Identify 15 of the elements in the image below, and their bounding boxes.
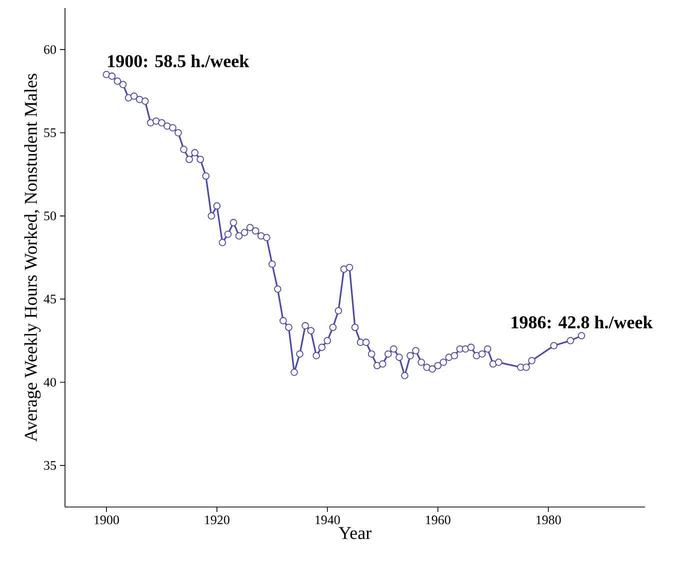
y-tick-label: 40	[44, 378, 56, 387]
x-tick-label: 1960	[426, 516, 450, 524]
annotation: 1986: 42.8 h./week	[512, 316, 653, 328]
x-tick-label: 1920	[205, 516, 230, 524]
x-axis-title: Year	[338, 527, 372, 540]
x-tick-label: 1980	[536, 516, 561, 524]
y-tick-label: 35	[44, 461, 56, 470]
x-tick-label: 1940	[316, 516, 340, 524]
annotation: 1900: 58.5 h./week	[108, 54, 250, 68]
y-tick-label: 50	[44, 212, 56, 220]
y-tick-label: 60	[44, 45, 56, 54]
y-tick-label: 45	[44, 294, 56, 304]
y-tick-label: 55	[44, 128, 56, 138]
x-tick-label: 1900	[94, 516, 119, 524]
y-axis-title: Average Weekly Hours Worked, Nonstudent Males	[24, 74, 41, 442]
